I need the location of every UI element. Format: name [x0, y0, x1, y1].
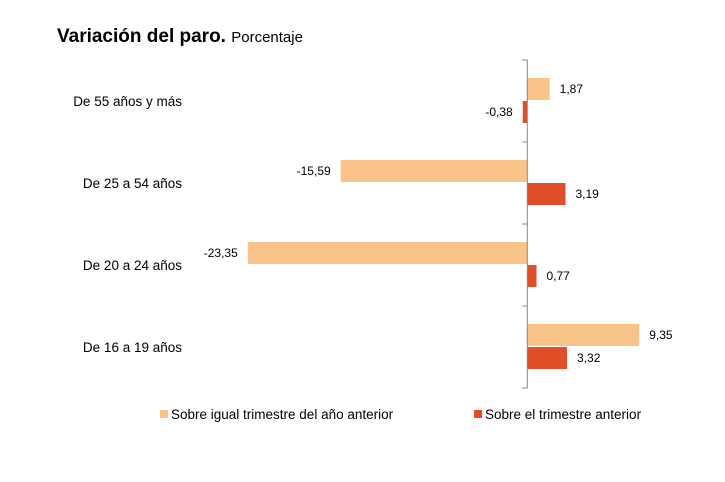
legend-label: Sobre el trimestre anterior — [485, 407, 642, 422]
chart-title-block: Variación del paro. Porcentaje — [57, 26, 303, 48]
category-label: De 16 a 19 años — [83, 340, 182, 355]
data-label: 3,32 — [577, 351, 601, 365]
legend-label: Sobre igual trimestre del año anterior — [171, 407, 394, 422]
data-label: -23,35 — [204, 246, 238, 260]
legend-swatch — [474, 410, 482, 418]
data-label: -0,38 — [485, 105, 513, 119]
data-label: 3,19 — [575, 187, 599, 201]
data-label: 9,35 — [649, 328, 673, 342]
bar — [247, 242, 528, 264]
bar — [340, 160, 528, 182]
chart-title: Variación del paro. — [57, 26, 226, 47]
bar — [527, 78, 550, 100]
data-label: 0,77 — [547, 269, 571, 283]
bar — [522, 101, 528, 123]
chart-subtitle: Porcentaje — [231, 29, 303, 46]
category-label: De 25 a 54 años — [83, 176, 182, 191]
category-label: De 20 a 24 años — [83, 258, 182, 273]
bar — [527, 324, 640, 346]
legend-swatch — [160, 410, 168, 418]
bar — [527, 347, 568, 369]
data-label: -15,59 — [297, 164, 331, 178]
category-label: De 55 años y más — [73, 94, 182, 109]
bar — [527, 265, 537, 287]
data-label: 1,87 — [560, 82, 584, 96]
bar — [527, 183, 566, 205]
